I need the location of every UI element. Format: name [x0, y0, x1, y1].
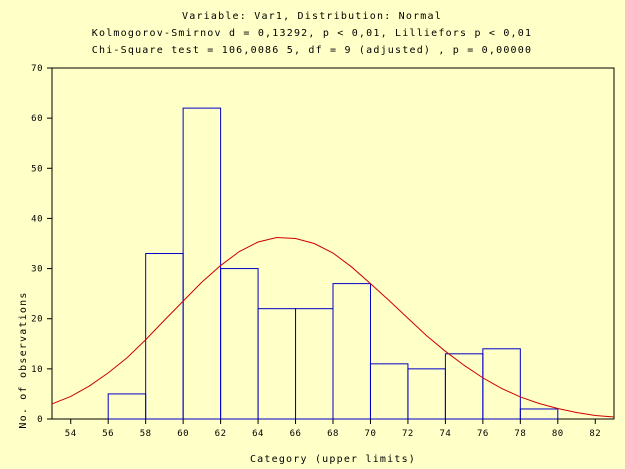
y-tick-label: 10 [31, 365, 43, 375]
x-tick-label: 66 [290, 429, 302, 439]
histogram-bar [145, 253, 184, 420]
histogram-bars [107, 107, 559, 420]
y-tick-label: 40 [31, 214, 43, 224]
y-tick-label: 0 [37, 415, 43, 425]
histogram-bar [220, 268, 259, 420]
histogram-bar [295, 308, 334, 420]
title-line-ks-test: Kolmogorov-Smirnov d = 0,13292, p < 0,01… [92, 28, 532, 39]
histogram-bar [369, 363, 409, 420]
y-axis-ticks: 0 10 20 30 40 50 60 70 [31, 64, 52, 425]
y-tick-label: 20 [31, 315, 43, 325]
x-tick-label: 76 [477, 429, 489, 439]
y-tick-label: 50 [31, 164, 43, 174]
histogram-bar [182, 107, 222, 420]
y-tick-label: 30 [31, 265, 43, 275]
y-axis-label: No. of observations [18, 291, 29, 428]
x-axis-label: Category (upper limits) [250, 454, 416, 465]
histogram-bar [444, 353, 484, 420]
x-tick-label: 82 [589, 429, 601, 439]
y-tick-label: 70 [31, 64, 43, 74]
x-tick-label: 72 [402, 429, 414, 439]
histogram-bar [107, 393, 147, 420]
x-tick-label: 54 [65, 429, 77, 439]
x-tick-label: 62 [215, 429, 227, 439]
histogram-bar [407, 368, 446, 420]
histogram-bar [332, 283, 371, 420]
x-tick-label: 70 [365, 429, 377, 439]
x-tick-label: 58 [140, 429, 152, 439]
histogram-bar [482, 348, 521, 420]
histogram-bar [257, 308, 297, 420]
x-tick-label: 78 [514, 429, 526, 439]
x-tick-label: 60 [177, 429, 189, 439]
histogram-bar [519, 408, 559, 420]
x-tick-label: 80 [552, 429, 564, 439]
title-line-variable: Variable: Var1, Distribution: Normal [182, 11, 442, 22]
y-tick-label: 60 [31, 114, 43, 124]
chart-title: Variable: Var1, Distribution: Normal Kol… [92, 11, 532, 56]
x-tick-label: 74 [439, 429, 451, 439]
x-tick-label: 56 [102, 429, 114, 439]
fitted-normal-curve [51, 236, 615, 418]
x-axis-ticks: 54 56 58 60 62 64 66 68 70 72 74 76 78 80 82 [65, 419, 601, 439]
x-tick-label: 68 [327, 429, 339, 439]
x-tick-label: 64 [252, 429, 264, 439]
title-line-chi-square: Chi-Square test = 106,0086 5, df = 9 (ad… [92, 45, 532, 56]
